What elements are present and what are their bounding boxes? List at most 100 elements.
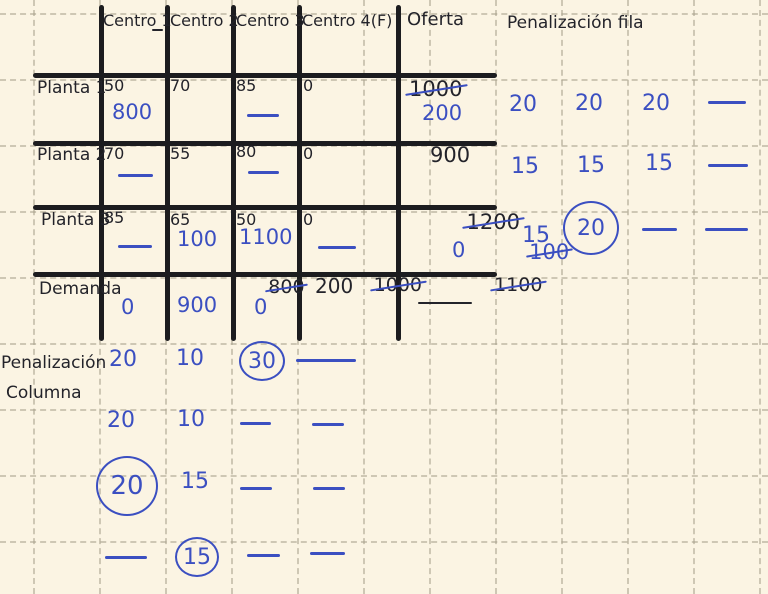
dash-mark-p2-c3 xyxy=(248,171,279,174)
row-penalty-2-1: 15 xyxy=(511,154,539,179)
grid-line xyxy=(495,0,497,594)
cost-p3-c1: 85 xyxy=(104,208,125,227)
grid-line xyxy=(363,0,365,594)
col-penalty-title-line2: Columna xyxy=(6,383,82,403)
grid-line xyxy=(429,0,431,594)
row-penalty-3-2-circle: 20 xyxy=(563,201,619,255)
col-penalty-1-2: 10 xyxy=(176,346,204,371)
dash-mark-p2-c1 xyxy=(118,174,153,177)
oferta-p2: 900 xyxy=(430,143,471,167)
table-hline-3 xyxy=(33,205,497,210)
grid-line xyxy=(693,0,695,594)
row-label-planta2: Planta 2 xyxy=(37,145,107,165)
grid-line xyxy=(0,541,768,543)
dash-mark-demanda-oferta xyxy=(418,302,472,305)
table-hline-1 xyxy=(33,73,497,78)
dash-mark-colpen-3-3 xyxy=(240,487,272,490)
cost-p3-c3: 50 xyxy=(236,210,257,229)
dash-mark-rowpen-3-3 xyxy=(642,228,677,231)
demanda-c1-old: 800 xyxy=(268,276,305,298)
oferta-p3-mid: 100 xyxy=(529,240,570,264)
grid-line xyxy=(0,343,768,345)
demanda-c2-new: 900 xyxy=(177,293,218,317)
col-header-centro4: Centro 4(F) xyxy=(302,11,393,30)
dash-mark-p1-c3 xyxy=(247,114,279,117)
grid-line xyxy=(0,13,768,15)
table-vline-2 xyxy=(165,5,170,341)
dash-mark-colpen-4-1 xyxy=(105,556,147,559)
row-penalty-3-1: 15 xyxy=(522,223,550,248)
cost-p1-c2: 70 xyxy=(170,76,191,95)
row-penalty-2-2: 15 xyxy=(577,153,605,178)
dash-mark-p3-c1 xyxy=(118,245,152,248)
table-vline-3 xyxy=(231,5,236,341)
row-label-demanda: Demanda xyxy=(39,279,122,299)
oferta-p3-old: 1200 xyxy=(466,210,520,234)
underline-mark xyxy=(152,29,163,31)
grid-line xyxy=(759,0,761,594)
row-penalty-title: Penalización fila xyxy=(507,13,644,33)
col-penalty-2-2: 10 xyxy=(177,407,205,432)
table-hline-2 xyxy=(33,141,497,146)
col-header-centro2: Centro 2 xyxy=(170,11,239,30)
col-penalty-3-1-circle: 20 xyxy=(96,456,158,516)
col-penalty-title-line1: Penalización xyxy=(1,353,107,373)
grid-line xyxy=(561,0,563,594)
row-label-planta3: Planta 3 xyxy=(41,210,111,230)
cost-p3-c2: 65 xyxy=(170,210,191,229)
cost-p1-c3: 85 xyxy=(236,76,257,95)
grid-line xyxy=(33,0,35,594)
row-penalty-1-1: 20 xyxy=(509,92,537,117)
row-penalty-1-3: 20 xyxy=(642,91,670,116)
cost-p2-c1: 70 xyxy=(104,144,125,163)
col-penalty-1-3: 30 xyxy=(248,348,276,374)
table-vline-5 xyxy=(396,5,401,341)
col-penalty-3-2: 15 xyxy=(181,469,209,494)
dash-mark-colpen-2-4 xyxy=(312,423,344,426)
demanda-c4: 200 xyxy=(315,274,354,298)
dash-mark-colpen-4-3 xyxy=(247,554,280,557)
cost-p3-c4: 0 xyxy=(303,210,314,229)
demanda-c2-old: 1000 xyxy=(373,274,422,296)
dash-mark-colpen-4-4 xyxy=(310,552,345,555)
col-penalty-4-2: 15 xyxy=(183,544,211,570)
dash-mark-colpen-2-3 xyxy=(240,422,271,425)
grid-line xyxy=(0,475,768,477)
col-penalty-1-1: 20 xyxy=(109,347,137,372)
col-header-centro1: Centro 1 xyxy=(103,11,172,30)
cost-p2-c3: 80 xyxy=(236,142,257,161)
alloc-p3-c2: 100 xyxy=(177,227,218,251)
oferta-p1-new: 200 xyxy=(422,101,463,125)
cost-p1-c1: 50 xyxy=(104,76,125,95)
col-header-oferta: Oferta xyxy=(407,9,465,30)
col-header-centro3: Centro 3 xyxy=(236,11,305,30)
row-penalty-3-2: 20 xyxy=(577,215,605,241)
demanda-c3-old: 1100 xyxy=(494,274,543,296)
cost-p2-c2: 55 xyxy=(170,144,191,163)
demanda-c3-new: 0 xyxy=(254,295,268,319)
grid-line xyxy=(0,211,768,213)
grid-line xyxy=(627,0,629,594)
grid-line xyxy=(0,79,768,81)
cost-p2-c4: 0 xyxy=(303,144,314,163)
row-penalty-1-2: 20 xyxy=(575,91,603,116)
col-penalty-2-1: 20 xyxy=(107,408,135,433)
cost-p1-c4: 0 xyxy=(303,76,314,95)
dash-mark-rowpen-1-4 xyxy=(708,101,746,104)
alloc-p3-c3: 1100 xyxy=(239,225,293,249)
dash-mark-rowpen-2-4 xyxy=(708,164,748,167)
oferta-p1-old: 1000 xyxy=(409,77,463,101)
table-hline-4 xyxy=(33,272,497,277)
row-label-planta1: Planta 1 xyxy=(37,78,107,98)
col-penalty-1-3-circle: 30 xyxy=(239,341,285,381)
grid-line xyxy=(0,145,768,147)
table-vline-1 xyxy=(99,5,104,341)
dash-mark-p3-c4 xyxy=(318,246,356,249)
grid-line xyxy=(0,409,768,411)
demanda-c1-new: 0 xyxy=(121,295,135,319)
row-penalty-2-3: 15 xyxy=(645,151,673,176)
oferta-p3-new: 0 xyxy=(452,238,466,262)
dash-mark-colpen-1-4 xyxy=(296,359,356,362)
dash-mark-rowpen-3-4 xyxy=(705,228,748,231)
